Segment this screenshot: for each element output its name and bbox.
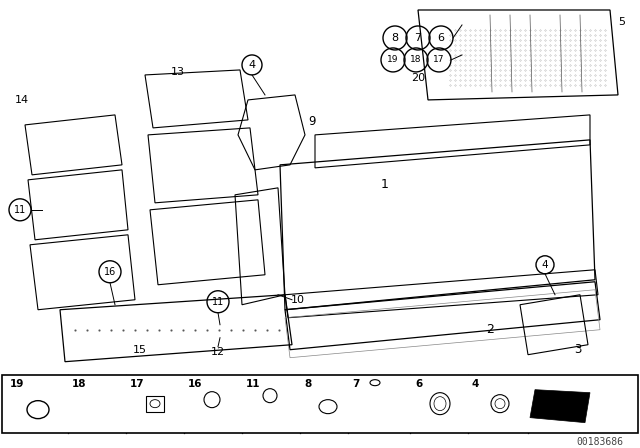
Text: 6: 6 bbox=[415, 379, 422, 389]
Text: 3: 3 bbox=[574, 343, 582, 356]
Text: 8: 8 bbox=[392, 33, 399, 43]
Text: 00183686: 00183686 bbox=[577, 437, 623, 447]
Text: 9: 9 bbox=[308, 116, 316, 129]
Text: 4: 4 bbox=[472, 379, 479, 389]
Text: 5: 5 bbox=[618, 17, 625, 27]
Bar bbox=[146, 396, 164, 412]
Text: 7: 7 bbox=[352, 379, 360, 389]
Polygon shape bbox=[530, 390, 590, 422]
Text: 4: 4 bbox=[541, 260, 548, 270]
Text: 6: 6 bbox=[438, 33, 445, 43]
Bar bbox=[2, 375, 638, 433]
Text: 12: 12 bbox=[211, 347, 225, 357]
Text: 4: 4 bbox=[248, 60, 255, 70]
Text: 2: 2 bbox=[486, 323, 494, 336]
Text: 20: 20 bbox=[411, 73, 425, 83]
Text: 16: 16 bbox=[188, 379, 202, 389]
Text: 18: 18 bbox=[410, 56, 422, 65]
Text: 16: 16 bbox=[104, 267, 116, 277]
Text: 19: 19 bbox=[10, 379, 24, 389]
Text: 17: 17 bbox=[130, 379, 145, 389]
Text: 19: 19 bbox=[387, 56, 399, 65]
Text: 14: 14 bbox=[15, 95, 29, 105]
Text: 11: 11 bbox=[14, 205, 26, 215]
Text: 8: 8 bbox=[304, 379, 311, 389]
Text: 7: 7 bbox=[415, 33, 422, 43]
Text: 1: 1 bbox=[381, 178, 389, 191]
Text: 11: 11 bbox=[212, 297, 224, 307]
Text: 17: 17 bbox=[433, 56, 445, 65]
Text: 11: 11 bbox=[246, 379, 260, 389]
Text: 15: 15 bbox=[133, 345, 147, 355]
Text: 13: 13 bbox=[171, 67, 185, 77]
Text: 10: 10 bbox=[291, 295, 305, 305]
Text: 18: 18 bbox=[72, 379, 86, 389]
